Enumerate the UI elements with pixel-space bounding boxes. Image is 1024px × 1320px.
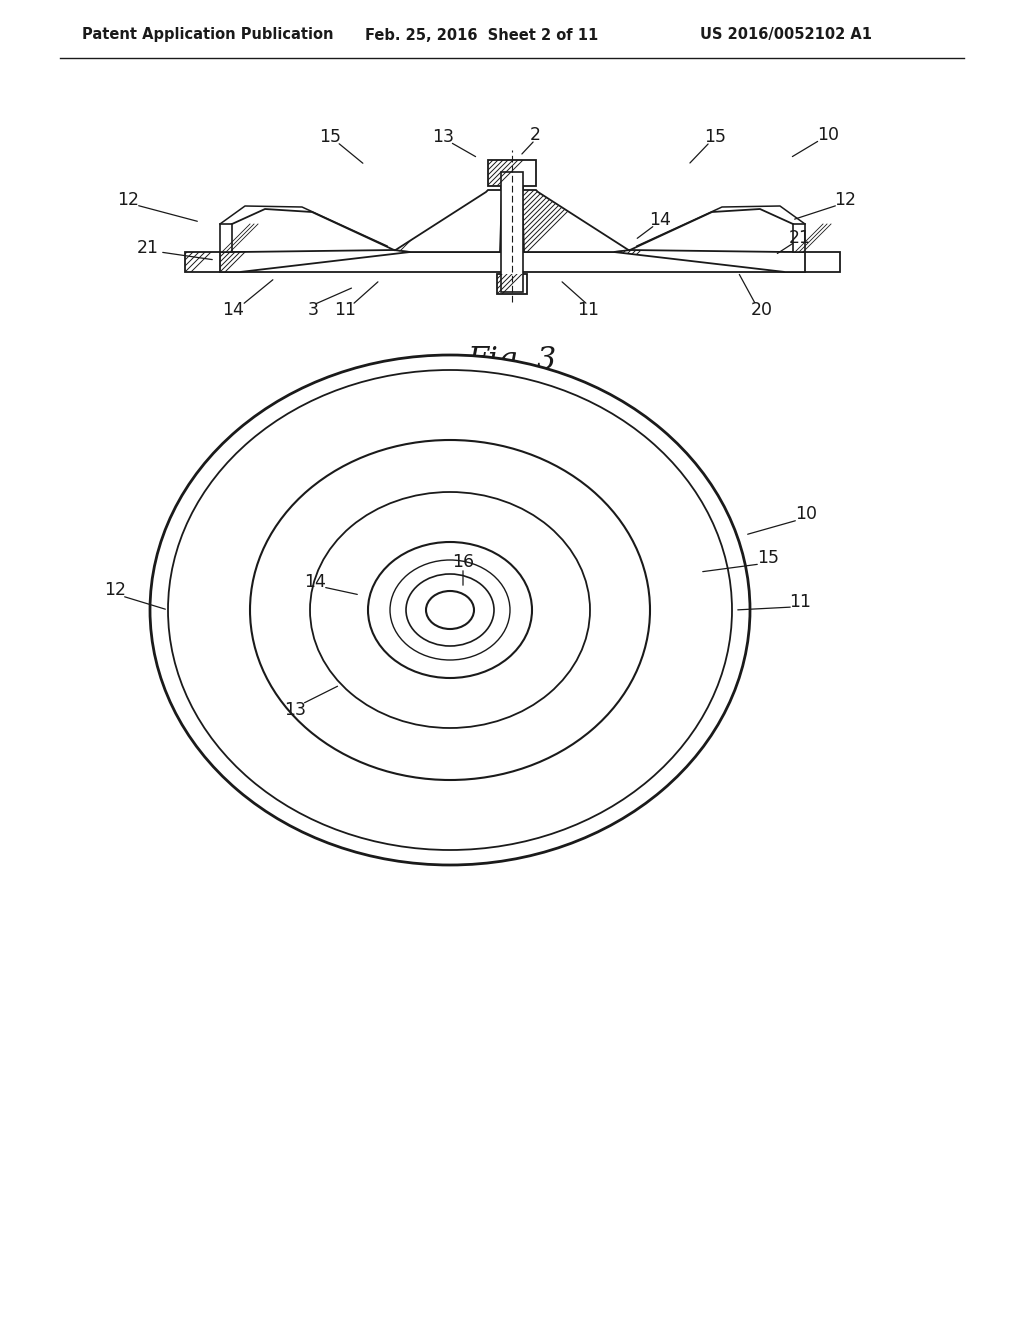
Bar bbox=[793, 224, 805, 252]
Text: 14: 14 bbox=[304, 573, 326, 591]
Text: 11: 11 bbox=[334, 301, 356, 319]
Text: 10: 10 bbox=[795, 506, 817, 523]
Ellipse shape bbox=[390, 560, 510, 660]
Text: 11: 11 bbox=[790, 593, 811, 611]
Text: Feb. 25, 2016  Sheet 2 of 11: Feb. 25, 2016 Sheet 2 of 11 bbox=[365, 28, 598, 42]
Ellipse shape bbox=[368, 543, 532, 678]
Text: 11: 11 bbox=[577, 301, 599, 319]
Polygon shape bbox=[394, 190, 502, 252]
Text: 3: 3 bbox=[307, 301, 318, 319]
Text: 21: 21 bbox=[790, 228, 811, 247]
Ellipse shape bbox=[168, 370, 732, 850]
Text: Fig. 4: Fig. 4 bbox=[406, 775, 495, 805]
Text: Patent Application Publication: Patent Application Publication bbox=[82, 28, 334, 42]
Polygon shape bbox=[614, 249, 805, 272]
Text: 12: 12 bbox=[117, 191, 139, 209]
Text: 13: 13 bbox=[284, 701, 306, 719]
Text: 15: 15 bbox=[705, 128, 726, 147]
Text: 10: 10 bbox=[817, 125, 839, 144]
Text: 14: 14 bbox=[222, 301, 244, 319]
Text: US 2016/0052102 A1: US 2016/0052102 A1 bbox=[700, 28, 872, 42]
Text: 16: 16 bbox=[452, 553, 474, 572]
Polygon shape bbox=[488, 160, 536, 190]
Ellipse shape bbox=[310, 492, 590, 729]
Text: 15: 15 bbox=[319, 128, 341, 147]
Text: 15: 15 bbox=[757, 549, 779, 568]
Text: 13: 13 bbox=[432, 128, 454, 147]
Text: 14: 14 bbox=[649, 211, 671, 228]
Ellipse shape bbox=[150, 355, 750, 865]
Text: 12: 12 bbox=[104, 581, 126, 599]
Text: 2: 2 bbox=[529, 125, 541, 144]
Text: Fig. 3: Fig. 3 bbox=[467, 345, 557, 375]
Polygon shape bbox=[497, 275, 527, 294]
Polygon shape bbox=[185, 252, 840, 272]
Text: 20: 20 bbox=[751, 301, 773, 319]
Ellipse shape bbox=[250, 440, 650, 780]
Text: 12: 12 bbox=[834, 191, 856, 209]
Bar bbox=[220, 224, 232, 252]
Bar bbox=[501, 172, 523, 292]
Text: 21: 21 bbox=[137, 239, 159, 257]
Ellipse shape bbox=[426, 591, 474, 630]
Polygon shape bbox=[522, 190, 630, 252]
Polygon shape bbox=[220, 249, 410, 272]
Ellipse shape bbox=[406, 574, 494, 645]
